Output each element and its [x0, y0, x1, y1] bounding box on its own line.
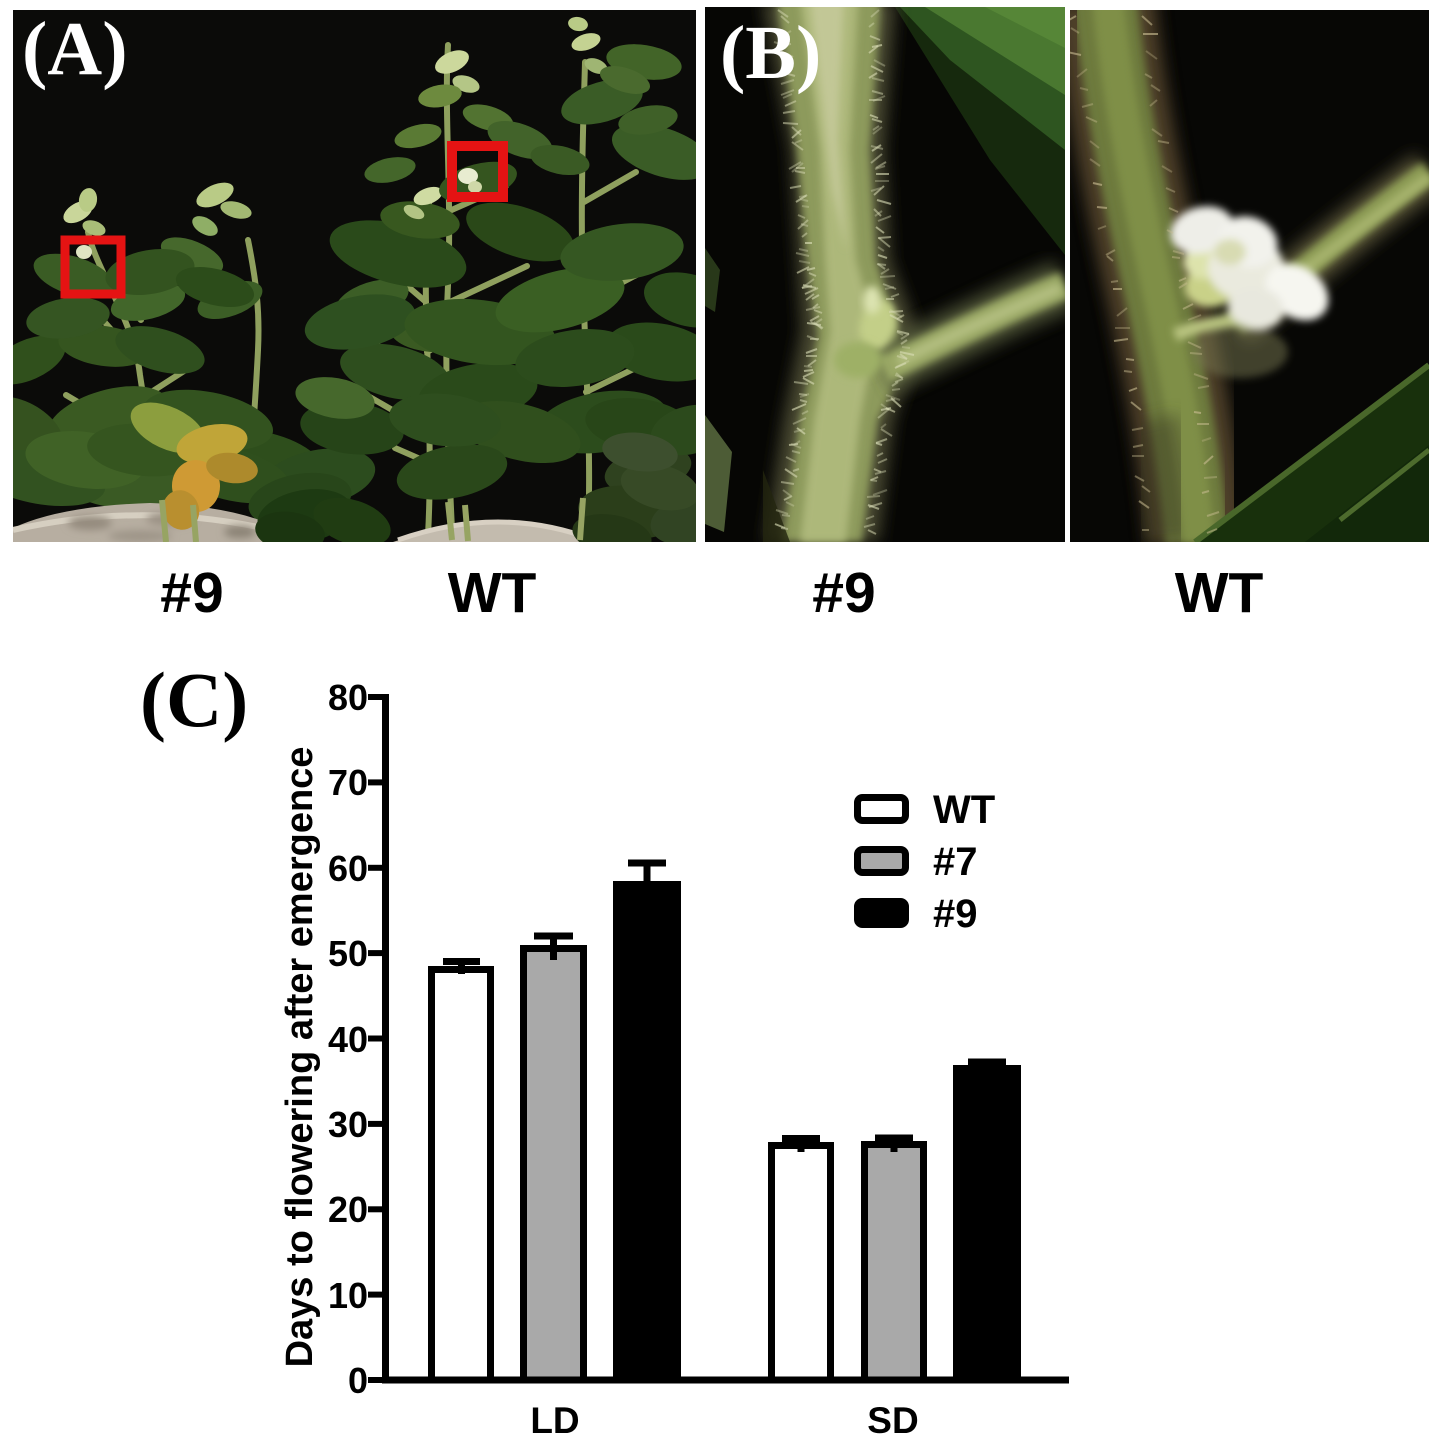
svg-text:60: 60	[328, 848, 368, 889]
svg-text:10: 10	[328, 1275, 368, 1316]
svg-text:30: 30	[328, 1104, 368, 1145]
svg-text:20: 20	[328, 1189, 368, 1230]
svg-text:40: 40	[328, 1019, 368, 1060]
svg-text:WT: WT	[448, 561, 537, 625]
svg-text:(C): (C)	[140, 656, 248, 743]
svg-text:(A): (A)	[22, 7, 128, 91]
svg-text:#7: #7	[933, 840, 978, 884]
svg-text:SD: SD	[867, 1400, 918, 1441]
svg-text:70: 70	[328, 762, 368, 803]
svg-text:80: 80	[328, 677, 368, 718]
svg-text:#9: #9	[812, 561, 875, 625]
svg-text:WT: WT	[1175, 561, 1264, 625]
svg-text:WT: WT	[933, 788, 995, 832]
svg-text:#9: #9	[933, 892, 978, 936]
svg-text:#9: #9	[160, 561, 223, 625]
svg-text:(B): (B)	[720, 11, 821, 95]
svg-text:Days to flowering after emerge: Days to flowering after emergence	[279, 747, 321, 1368]
svg-text:LD: LD	[530, 1400, 579, 1441]
svg-text:50: 50	[328, 933, 368, 974]
svg-text:0: 0	[348, 1360, 368, 1401]
